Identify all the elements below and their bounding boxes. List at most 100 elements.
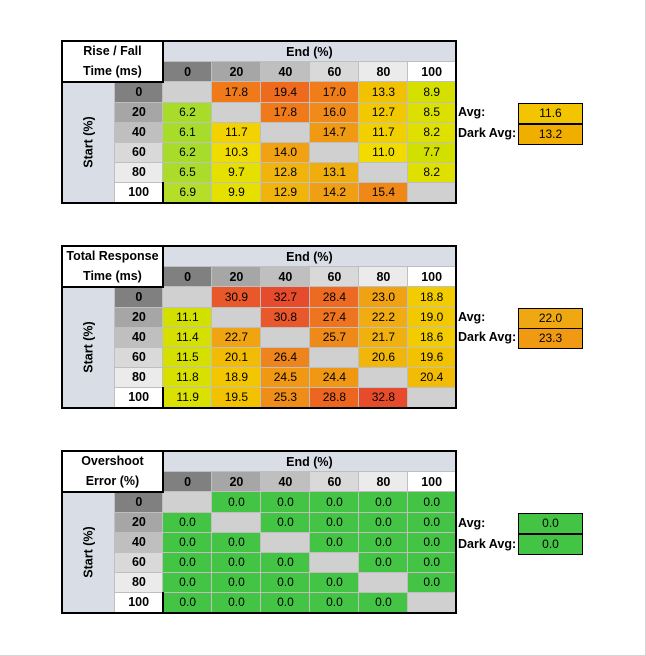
heatmap-cell	[162, 491, 213, 513]
start-level-header: 100	[114, 591, 164, 614]
heatmap-grid: Rise / Fall End (%) Time (ms) 0 20 40 60 80 1…	[61, 40, 457, 204]
heatmap-cell: 19.4	[260, 81, 311, 103]
heatmap-cell	[211, 306, 262, 328]
heatmap-cell	[211, 101, 262, 123]
heatmap-cell: 12.9	[260, 181, 311, 204]
table-row: 100 11.9 19.5 25.3 28.8 32.8	[62, 386, 457, 409]
end-level-header: 20	[211, 266, 262, 287]
table-row: 40 11.4 22.7 25.7 21.7 18.6	[62, 326, 457, 348]
heatmap-cell: 14.7	[309, 121, 360, 143]
heatmap-cell: 15.4	[358, 181, 409, 204]
heatmap-cell: 11.7	[358, 121, 409, 143]
heatmap-cell: 7.7	[407, 141, 457, 163]
heatmap-cell: 11.7	[211, 121, 262, 143]
heatmap-cell: 19.6	[407, 346, 457, 368]
table-row: 20 0.0 0.0 0.0 0.0 0.0	[62, 511, 457, 533]
heatmap-grid: Overshoot End (%) Error (%) 0 20 40 60 80 100…	[61, 450, 457, 614]
dark-avg-value: 0.0	[518, 534, 583, 555]
heatmap-cell: 0.0	[358, 591, 409, 614]
table-title-line2: Time (ms)	[61, 61, 164, 83]
start-axis-text: Start (%)	[81, 321, 96, 373]
heatmap-cell: 13.3	[358, 81, 409, 103]
rise-fall-table: Rise / Fall End (%) Time (ms) 0 20 40 60 80 1…	[61, 40, 457, 204]
heatmap-cell: 17.0	[309, 81, 360, 103]
heatmap-cell: 0.0	[309, 591, 360, 614]
total-response-table: Total Response End (%) Time (ms) 0 20 40 60…	[61, 245, 457, 409]
heatmap-cell: 8.2	[407, 121, 457, 143]
end-level-header: 20	[211, 471, 262, 492]
end-level-header: 40	[260, 61, 311, 82]
heatmap-cell: 0.0	[162, 531, 213, 553]
heatmap-cell: 14.0	[260, 141, 311, 163]
avg-value: 11.6	[518, 103, 583, 124]
end-level-header: 100	[407, 471, 457, 492]
table-title-line1: Total Response	[61, 245, 164, 267]
start-level-header: 80	[114, 571, 164, 593]
table-row: 20 11.1 30.8 27.4 22.2 19.0	[62, 306, 457, 328]
heatmap-cell: 0.0	[162, 571, 213, 593]
start-level-header: 40	[114, 531, 164, 553]
heatmap-cell: 13.1	[309, 161, 360, 183]
heatmap-cell: 0.0	[358, 551, 409, 573]
avg-label: Avg:	[458, 105, 486, 119]
dark-avg-label: Dark Avg:	[458, 330, 517, 344]
dark-avg-label: Dark Avg:	[458, 126, 517, 140]
heatmap-cell: 0.0	[309, 511, 360, 533]
heatmap-cell: 0.0	[162, 591, 213, 614]
avg-value: 0.0	[518, 513, 583, 534]
end-level-header: 40	[260, 471, 311, 492]
end-level-header: 80	[358, 266, 409, 287]
heatmap-cell: 0.0	[211, 591, 262, 614]
start-axis-text: Start (%)	[81, 526, 96, 578]
table-row: 60 6.2 10.3 14.0 11.0 7.7	[62, 141, 457, 163]
start-axis-text: Start (%)	[81, 116, 96, 168]
end-level-header: 60	[309, 266, 360, 287]
heatmap-cell	[407, 386, 457, 409]
start-axis-label: Start (%)	[61, 286, 116, 409]
heatmap-cell: 18.9	[211, 366, 262, 388]
heatmap-cell: 11.8	[162, 366, 213, 388]
start-level-header: 80	[114, 366, 164, 388]
heatmap-cell: 28.4	[309, 286, 360, 308]
heatmap-cell: 18.6	[407, 326, 457, 348]
heatmap-cell: 22.2	[358, 306, 409, 328]
heatmap-cell: 25.7	[309, 326, 360, 348]
table-row: 40 0.0 0.0 0.0 0.0 0.0	[62, 531, 457, 553]
heatmap-cell	[309, 141, 360, 163]
start-level-header: 100	[114, 181, 164, 204]
start-level-header: 20	[114, 511, 164, 533]
heatmap-cell: 0.0	[260, 551, 311, 573]
table-row: 100 0.0 0.0 0.0 0.0 0.0	[62, 591, 457, 614]
heatmap-cell: 32.8	[358, 386, 409, 409]
heatmap-cell: 9.9	[211, 181, 262, 204]
avg-value: 22.0	[518, 308, 583, 329]
avg-label: Avg:	[458, 516, 486, 530]
heatmap-cell: 23.0	[358, 286, 409, 308]
start-axis-label: Start (%)	[61, 491, 116, 614]
dark-avg-value: 23.3	[518, 328, 583, 349]
heatmap-cell	[358, 161, 409, 183]
heatmap-cell: 0.0	[260, 491, 311, 513]
table-row: Start (%) 0 30.9 32.7 28.4 23.0 18.8	[61, 286, 457, 409]
end-level-header: 0	[162, 266, 213, 287]
end-axis-label: End (%)	[162, 40, 457, 62]
heatmap-cell: 0.0	[309, 571, 360, 593]
heatmap-cell: 0.0	[260, 511, 311, 533]
heatmap-cell	[407, 181, 457, 204]
table-row: 60 0.0 0.0 0.0 0.0 0.0	[62, 551, 457, 573]
start-level-header: 100	[114, 386, 164, 409]
heatmap-cell: 8.2	[407, 161, 457, 183]
overshoot-table: Overshoot End (%) Error (%) 0 20 40 60 80 100…	[61, 450, 457, 614]
heatmap-cell: 21.7	[358, 326, 409, 348]
end-level-header: 80	[358, 471, 409, 492]
end-level-header: 100	[407, 61, 457, 82]
table-title-line2: Error (%)	[61, 471, 164, 493]
heatmap-cell: 8.9	[407, 81, 457, 103]
heatmap-cell: 6.1	[162, 121, 213, 143]
table-title-line1: Rise / Fall	[61, 40, 164, 62]
heatmap-cell: 6.9	[162, 181, 213, 204]
heatmap-cell: 14.2	[309, 181, 360, 204]
heatmap-cell	[358, 366, 409, 388]
heatmap-cell: 0.0	[407, 531, 457, 553]
start-level-header: 60	[114, 141, 164, 163]
